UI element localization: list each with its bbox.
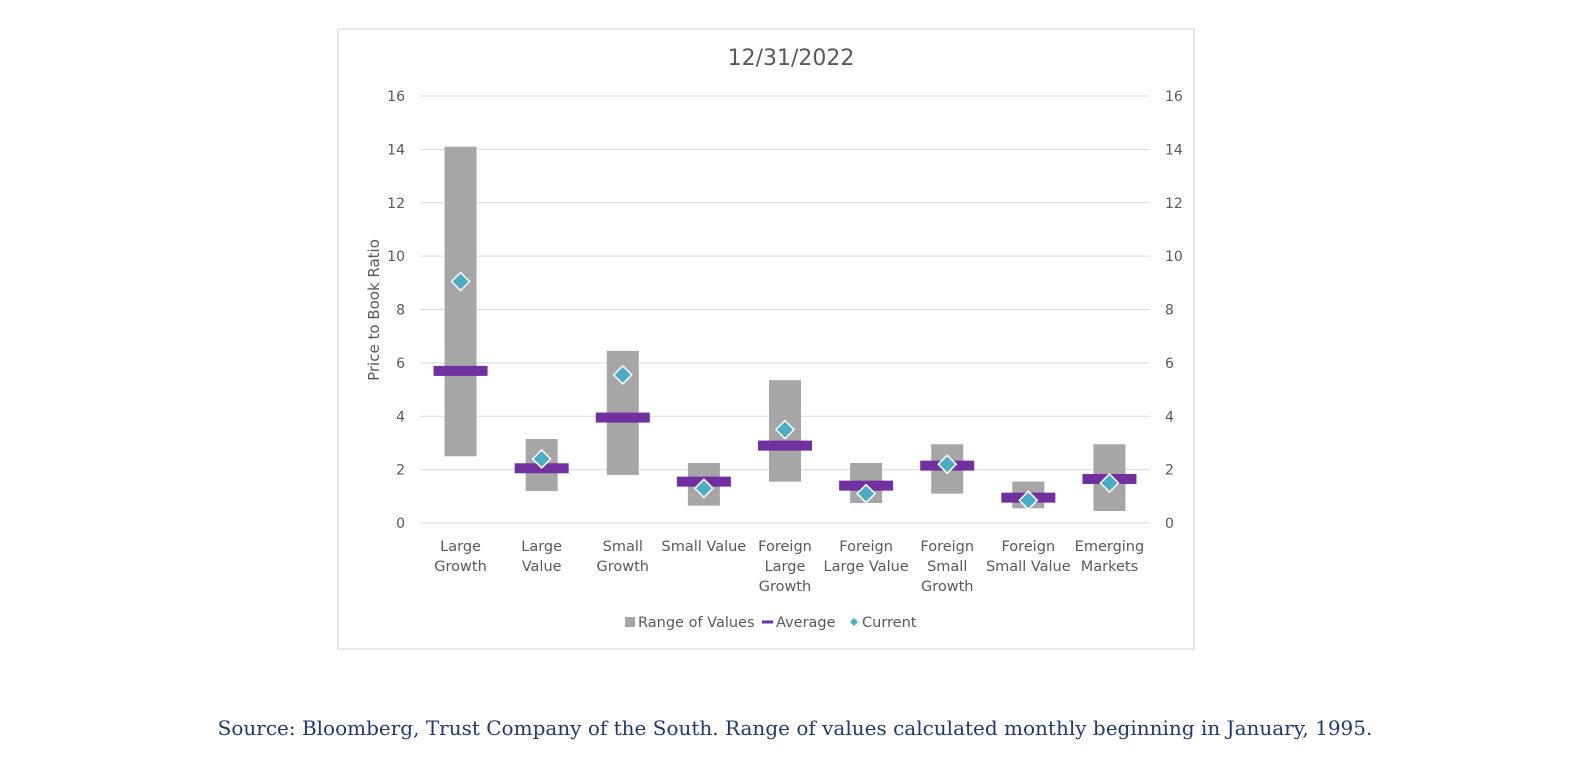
legend: Range of Values Average Current	[625, 615, 917, 631]
y-tick-labels: 0 0 2 2 4 4 6 6 8 8 10 10 12 12 14 14 16 16	[387, 89, 1183, 532]
legend-current-swatch	[850, 618, 858, 626]
category-label-line: Foreign	[1001, 539, 1055, 555]
current-marker-6	[937, 454, 958, 475]
current-marker-8	[1099, 472, 1120, 494]
y-tick-right-16: 16	[1165, 89, 1183, 105]
current-marker-3	[693, 478, 714, 499]
range-bar-0	[444, 146, 477, 457]
category-label-5: Foreign Large Value	[823, 539, 908, 575]
category-label-3: Small Value	[662, 539, 747, 555]
category-label-line: Growth	[597, 559, 650, 575]
chart-border	[337, 28, 1195, 650]
y-tick-right-12: 12	[1165, 196, 1183, 212]
current-marker-5	[856, 483, 877, 504]
y-tick-right-14: 14	[1165, 142, 1183, 158]
y-tick-right-0: 0	[1165, 516, 1174, 532]
average-marker-4	[758, 440, 812, 451]
current-marker-0	[450, 271, 471, 292]
category-label-line: Foreign	[758, 539, 812, 555]
category-label-line: Small	[603, 539, 643, 555]
y-tick-left-8: 8	[396, 303, 405, 319]
y-tick-left-14: 14	[387, 142, 405, 158]
average-marker-0	[433, 365, 488, 376]
y-tick-right-4: 4	[1165, 409, 1174, 425]
category-label-line: Foreign	[920, 539, 974, 555]
y-axis-label: Price to Book Ratio	[365, 239, 383, 381]
category-label-line: Foreign	[839, 539, 893, 555]
current-markers	[450, 271, 1120, 511]
category-label-line: Markets	[1081, 559, 1138, 575]
category-label-line: Large	[440, 539, 481, 555]
y-tick-left-10: 10	[387, 249, 405, 265]
y-tick-left-2: 2	[396, 463, 405, 479]
legend-average-label: Average	[776, 615, 836, 631]
legend-range-label: Range of Values	[638, 615, 755, 631]
category-label-6: Foreign Small Growth	[920, 539, 974, 595]
category-label-7: Foreign Small Value	[986, 539, 1071, 575]
y-tick-right-6: 6	[1165, 356, 1174, 372]
y-tick-right-8: 8	[1165, 303, 1174, 319]
average-marker-2	[595, 412, 650, 423]
chart-title: 12/31/2022	[728, 46, 855, 71]
legend-current-label: Current	[862, 615, 917, 631]
y-tick-left-4: 4	[396, 409, 405, 425]
y-tick-left-0: 0	[396, 516, 405, 532]
legend-average-swatch	[762, 620, 773, 624]
y-tick-left-12: 12	[387, 196, 405, 212]
category-label-line: Small	[927, 559, 967, 575]
category-label-line: Growth	[434, 559, 487, 575]
source-note: Source: Bloomberg, Trust Company of the …	[217, 716, 1373, 740]
category-label-line: Emerging	[1075, 539, 1145, 555]
x-category-labels: Large Growth Large Value Small Growth Small Va…	[434, 539, 1144, 595]
category-label-4: Foreign Large Growth	[758, 539, 812, 595]
category-label-2: Small Growth	[597, 539, 650, 575]
category-label-line: Large Value	[823, 559, 908, 575]
category-label-line: Large	[765, 559, 806, 575]
category-label-line: Large	[521, 539, 562, 555]
category-label-0: Large Growth	[434, 539, 487, 575]
legend-range-swatch	[625, 617, 635, 627]
chart-container: 12/31/2022 Price to Book Ratio 0 0 2 2 4 4 6 6 8…	[337, 28, 1195, 650]
category-label-line: Small Value	[662, 539, 747, 555]
category-label-line: Small Value	[986, 559, 1071, 575]
category-label-1: Large Value	[521, 539, 562, 575]
current-marker-7	[1018, 490, 1039, 511]
category-label-line: Value	[522, 559, 562, 575]
category-label-line: Growth	[759, 579, 812, 595]
current-marker-4	[774, 419, 796, 440]
y-tick-left-16: 16	[387, 89, 405, 105]
current-marker-2	[612, 364, 633, 385]
y-tick-left-6: 6	[396, 356, 405, 372]
current-marker-1	[531, 448, 552, 470]
category-label-8: Emerging Markets	[1075, 539, 1145, 575]
y-tick-right-10: 10	[1165, 249, 1183, 265]
y-tick-right-2: 2	[1165, 463, 1174, 479]
category-label-line: Growth	[921, 579, 974, 595]
price-to-book-chart: 12/31/2022 Price to Book Ratio 0 0 2 2 4 4 6 6 8…	[337, 28, 1195, 650]
